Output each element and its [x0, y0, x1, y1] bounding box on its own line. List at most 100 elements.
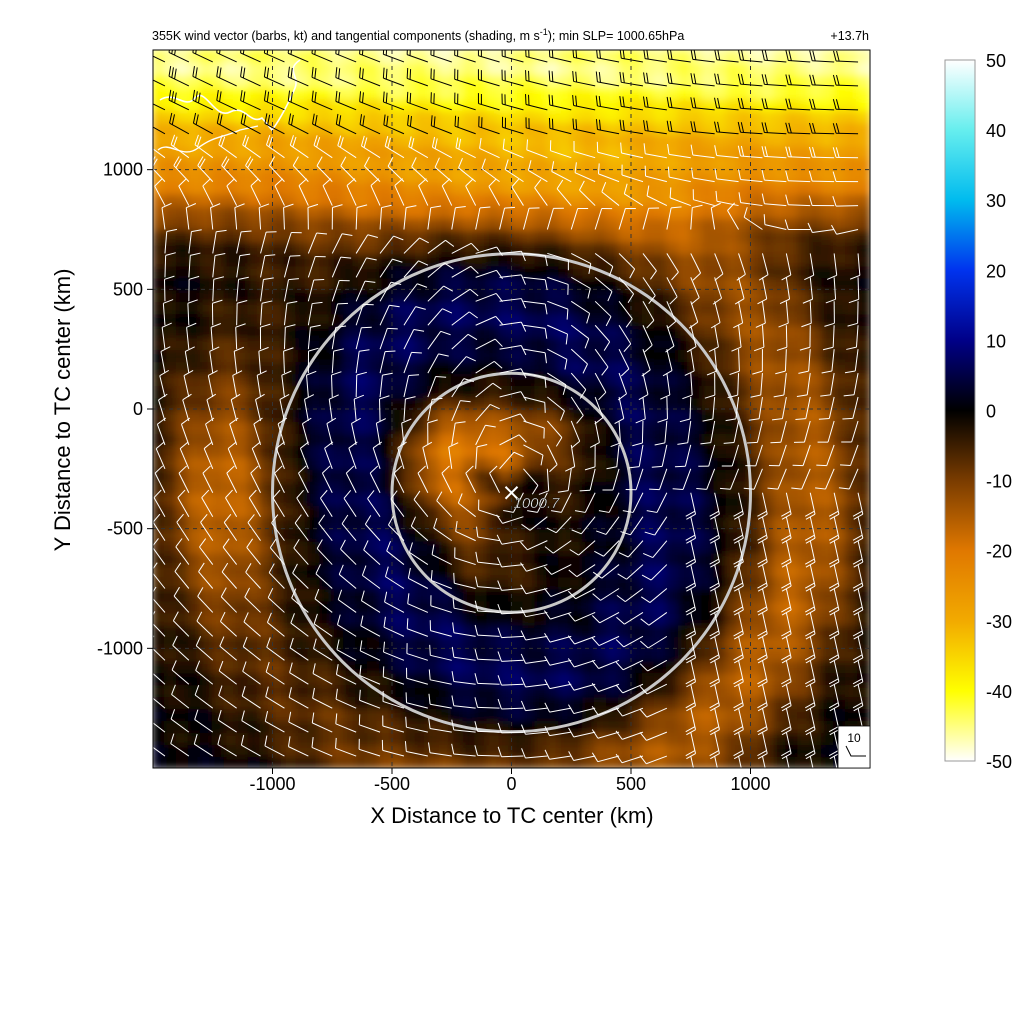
- wind-barb: [235, 323, 246, 350]
- wind-barb: [242, 134, 261, 159]
- wind-barb: [546, 444, 558, 473]
- wind-barb: [848, 277, 860, 304]
- wind-barb: [690, 121, 715, 135]
- wind-barb: [475, 424, 496, 446]
- wind-barb: [570, 420, 581, 449]
- wind-barb: [275, 441, 285, 470]
- wind-barb: [719, 468, 740, 490]
- wind-barb: [288, 687, 309, 709]
- wind-barb: [690, 50, 715, 63]
- wind-barb: [757, 588, 768, 616]
- wind-barb: [268, 156, 285, 182]
- wind-barb: [714, 50, 739, 63]
- wind-barb: [476, 526, 500, 542]
- wind-barb: [242, 636, 261, 661]
- wind-barb: [358, 714, 381, 733]
- wind-barb: [852, 612, 864, 640]
- wind-barb: [785, 50, 811, 63]
- wind-barb: [723, 420, 740, 444]
- wind-barb: [430, 92, 452, 111]
- wind-barb: [433, 518, 453, 542]
- wind-barb: [572, 95, 596, 111]
- wind-barb: [737, 73, 763, 87]
- wind-barb: [265, 661, 285, 685]
- wind-barb: [832, 171, 859, 183]
- wind-barb: [846, 325, 859, 350]
- wind-barb: [201, 489, 214, 517]
- wind-barb: [264, 735, 285, 757]
- wind-barb: [499, 321, 527, 332]
- wind-barb: [594, 208, 613, 230]
- wind-barb: [192, 50, 213, 63]
- wind-barb: [618, 300, 633, 328]
- wind-barb: [757, 636, 768, 664]
- wind-barb: [642, 301, 655, 329]
- wind-barb: [428, 718, 452, 733]
- wind-barb: [369, 465, 381, 493]
- wind-barb: [785, 170, 811, 183]
- wind-barb: [496, 514, 524, 524]
- wind-barb: [785, 98, 811, 111]
- x-tick-label: -1000: [249, 774, 295, 794]
- wind-barb: [527, 492, 548, 513]
- wind-barb: [690, 253, 702, 281]
- wind-barb: [451, 288, 479, 302]
- wind-barb: [691, 167, 715, 183]
- wind-barb: [260, 254, 276, 278]
- wind-barb: [236, 299, 248, 326]
- wind-barb: [589, 420, 600, 448]
- wind-barb: [579, 468, 596, 492]
- wind-barb: [293, 538, 309, 565]
- wind-barb: [547, 300, 569, 320]
- wind-barb: [315, 564, 333, 589]
- wind-barb: [793, 420, 811, 443]
- wind-barb: [674, 444, 692, 468]
- wind-barb: [733, 731, 744, 760]
- wind-barb: [475, 246, 503, 257]
- wind-barb: [431, 544, 452, 566]
- wind-barb: [757, 516, 768, 544]
- wind-barb: [209, 346, 220, 374]
- wind-barb: [283, 278, 299, 302]
- wind-barb: [804, 253, 815, 281]
- wind-barb: [326, 417, 337, 446]
- wind-barb: [359, 640, 381, 661]
- wind-barb: [379, 258, 403, 278]
- wind-barb: [523, 444, 544, 466]
- wind-barb: [451, 242, 479, 254]
- wind-barb: [852, 588, 864, 616]
- wind-barb: [825, 277, 837, 304]
- wind-barb: [690, 73, 715, 87]
- wind-barb: [643, 143, 667, 159]
- wind-barb: [212, 276, 225, 302]
- wind-barb: [171, 660, 190, 685]
- wind-barb: [406, 643, 429, 661]
- wind-barb: [775, 349, 787, 375]
- wind-barb: [335, 90, 357, 111]
- wind-barb: [622, 492, 644, 513]
- wind-barb: [614, 396, 625, 425]
- wind-barb: [520, 540, 548, 551]
- wind-barb: [543, 610, 572, 620]
- wind-barb: [816, 444, 835, 467]
- wind-barb: [809, 74, 835, 87]
- wind-barb: [729, 349, 740, 376]
- wind-barb: [757, 564, 768, 592]
- wind-barb: [430, 570, 452, 589]
- wind-barb: [283, 324, 296, 350]
- wind-barb: [431, 136, 452, 159]
- wind-barb: [451, 400, 471, 422]
- wind-barb: [230, 393, 241, 422]
- wind-barb: [307, 324, 321, 350]
- wind-barb: [355, 204, 368, 230]
- wind-barb: [721, 444, 740, 467]
- wind-barb: [548, 94, 572, 111]
- wind-barb: [685, 564, 697, 592]
- wind-barb: [579, 180, 596, 206]
- wind-barb: [382, 91, 405, 111]
- wind-barb: [821, 349, 835, 374]
- wind-barb: [598, 492, 620, 513]
- wind-barb: [852, 516, 864, 544]
- wind-barb: [154, 178, 166, 206]
- wind-barb: [618, 207, 636, 230]
